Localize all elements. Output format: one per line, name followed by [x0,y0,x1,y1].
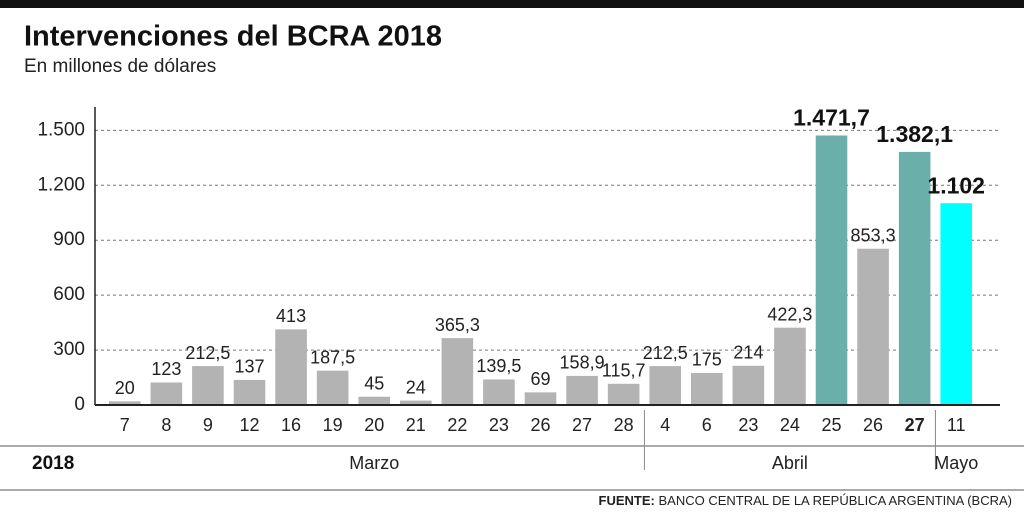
group-label: Abril [772,453,808,473]
x-tick-label: 9 [203,415,213,435]
value-label: 139,5 [476,356,521,376]
x-tick-label: 8 [161,415,171,435]
bar [732,365,765,405]
y-tick-label: 900 [53,229,85,250]
x-tick-label: 11 [947,415,966,435]
value-label: 69 [530,369,550,389]
bar [690,372,723,405]
bar [399,400,432,405]
value-label: 1.102 [927,172,985,198]
y-tick-label: 1.500 [37,119,85,140]
value-label: 115,7 [602,361,646,381]
value-label: 212,5 [643,343,688,363]
x-tick-label: 4 [660,415,670,435]
x-tick-label: 27 [572,415,592,435]
value-label: 24 [406,377,426,397]
bar [150,382,183,405]
bar [940,203,973,405]
bar [898,151,931,405]
x-tick-label: 6 [702,415,712,435]
x-tick-label: 21 [406,415,426,435]
bar [275,329,307,405]
x-tick-label: 23 [489,415,509,435]
y-tick-label: 300 [53,339,85,360]
value-label: 20 [115,378,135,398]
x-tick-label: 23 [738,415,758,435]
top-bar [0,0,1024,8]
value-label: 1.382,1 [876,121,953,147]
x-tick-label: 19 [323,415,343,435]
source-text: BANCO CENTRAL DE LA REPÚBLICA ARGENTINA … [659,493,1013,508]
group-label: Mayo [934,453,978,473]
bar [524,392,557,405]
x-tick-label: 27 [905,415,925,435]
chart-title: Intervenciones del BCRA 2018 [24,21,442,53]
x-tick-label: 12 [239,415,259,435]
value-label: 214 [733,343,763,363]
y-tick-label: 0 [74,394,85,415]
value-label: 123 [151,359,181,379]
source: FUENTE: BANCO CENTRAL DE LA REPÚBLICA AR… [599,493,1012,508]
bar [774,327,806,405]
bar [233,379,266,405]
x-tick-label: 20 [364,415,384,435]
value-label: 137 [234,357,264,377]
bar [108,401,141,405]
bar [815,135,848,405]
value-label: 853,3 [851,225,896,245]
y-tick-label: 600 [53,284,85,305]
x-tick-label: 25 [821,415,841,435]
value-label: 158,9 [560,353,605,373]
group-label: Marzo [349,453,399,473]
x-tick-label: 7 [120,415,130,435]
x-tick-label: 26 [530,415,550,435]
bar [483,379,515,405]
year-label: 2018 [32,453,74,474]
value-label: 212,5 [185,343,230,363]
bar [857,248,889,405]
y-tick-label: 1.200 [37,174,85,195]
x-tick-label: 28 [614,415,634,435]
value-label: 175 [692,350,722,370]
source-label: FUENTE: [599,493,655,508]
value-label: 422,3 [767,304,812,324]
bar [649,366,682,405]
x-tick-label: 22 [447,415,467,435]
bar [192,366,224,405]
bar [358,396,391,405]
bar [441,338,474,405]
x-tick-label: 16 [281,415,301,435]
value-label: 187,5 [310,347,355,367]
value-label: 365,3 [435,315,480,335]
value-label: 413 [276,306,306,326]
value-label: 45 [364,374,384,394]
x-tick-label: 24 [780,415,800,435]
bar [566,375,598,405]
x-tick-label: 26 [863,415,883,435]
value-label: 1.471,7 [793,105,870,131]
bar [316,370,349,405]
bar [607,383,640,405]
chart-subtitle: En millones de dólares [24,56,216,77]
